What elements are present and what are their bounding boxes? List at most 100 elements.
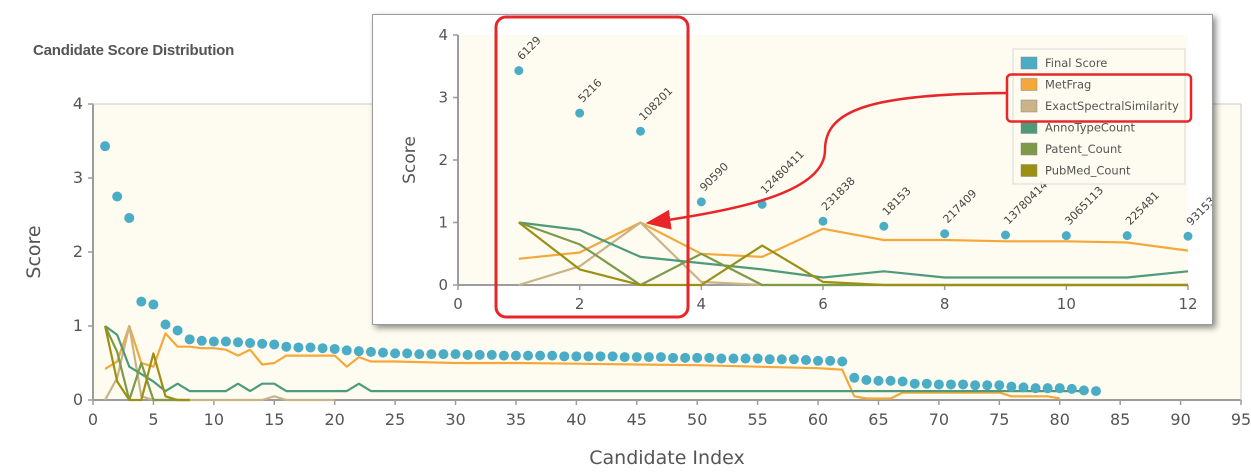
final-score-point (535, 350, 546, 361)
legend-label-final-score: Final Score (1045, 56, 1107, 70)
x-tick-label: 4 (697, 295, 707, 313)
x-tick-label: 10 (1057, 295, 1076, 313)
y-tick-label: 1 (73, 316, 83, 335)
final-score-point (788, 354, 799, 365)
final-score-point (341, 345, 352, 356)
final-score-point (365, 346, 376, 357)
x-tick-label: 5 (148, 410, 158, 429)
x-tick-label: 90 (1170, 410, 1190, 429)
legend-label-metfrag: MetFrag (1045, 78, 1091, 92)
final-score-point (873, 375, 884, 386)
final-score-point (112, 191, 123, 202)
final-score-point (757, 199, 767, 209)
final-score-point (668, 352, 679, 363)
final-score-point (837, 356, 848, 367)
y-tick-label: 4 (438, 26, 448, 44)
final-score-point (696, 197, 706, 207)
final-score-point (462, 349, 473, 360)
final-score-point (124, 212, 135, 223)
final-score-point (643, 352, 654, 363)
final-score-point (571, 351, 582, 362)
x-tick-label: 6 (818, 295, 828, 313)
legend-label-annotypecount: AnnoTypeCount (1045, 121, 1136, 135)
x-tick-label: 65 (868, 410, 888, 429)
final-score-point (575, 108, 585, 118)
final-score-point (305, 342, 316, 353)
final-score-point (450, 349, 461, 360)
final-score-point (1090, 386, 1101, 397)
x-tick-label: 40 (566, 410, 586, 429)
final-score-point (402, 348, 413, 359)
final-score-point (390, 348, 401, 359)
zoom-inset-panel: 0 1 2 3 4 0 2 4 6 8 10 12 Score 6129 5216 108201 90590 12… (372, 14, 1218, 325)
final-score-point (945, 379, 956, 390)
final-score-point (800, 355, 811, 366)
x-tick-label: 85 (1110, 410, 1130, 429)
final-score-point (426, 349, 437, 360)
final-score-point (764, 354, 775, 365)
final-score-point (655, 352, 666, 363)
final-score-point (692, 352, 703, 363)
final-score-point (438, 349, 449, 360)
x-tick-label: 45 (627, 410, 647, 429)
final-score-point (160, 319, 171, 330)
final-score-point (970, 380, 981, 391)
final-score-point (716, 353, 727, 364)
final-score-point (233, 337, 244, 348)
x-tick-label: 25 (385, 410, 405, 429)
y-tick-label: 0 (73, 390, 83, 409)
final-score-point (619, 352, 630, 363)
final-score-point (148, 299, 159, 310)
final-score-point (1042, 383, 1053, 394)
legend-swatch-annotypecount (1020, 121, 1038, 134)
final-score-point (813, 355, 824, 366)
final-score-point (607, 351, 618, 362)
final-score-point (1066, 383, 1077, 394)
legend-swatch-pubmed-count (1020, 164, 1038, 177)
final-score-point (1006, 381, 1017, 392)
final-score-point (958, 379, 969, 390)
final-score-point (172, 325, 183, 336)
final-score-point (818, 216, 828, 226)
legend-label-exactspectralsimilarity: ExactSpectralSimilarity (1045, 99, 1179, 113)
final-score-point (257, 338, 268, 349)
final-score-point (378, 347, 389, 358)
final-score-point (486, 349, 497, 360)
final-score-point (861, 375, 872, 386)
final-score-point (414, 349, 425, 360)
x-tick-label: 35 (506, 410, 526, 429)
legend-swatch-exactspectralsimilarity (1020, 99, 1038, 113)
x-tick-label: 60 (808, 410, 828, 429)
final-score-point (353, 346, 364, 357)
final-score-point (897, 376, 908, 387)
final-score-point (583, 351, 594, 362)
final-score-point (514, 66, 524, 76)
series-line-metfrag (104, 324, 1060, 400)
x-tick-label: 10 (204, 410, 224, 429)
final-score-point (680, 352, 691, 363)
x-tick-label: 70 (929, 410, 949, 429)
y-tick-label: 1 (438, 214, 448, 232)
y-tick-label: 2 (438, 151, 448, 169)
x-tick-label: 8 (940, 295, 950, 313)
final-score-point (220, 336, 231, 347)
legend-swatch-patent-count (1020, 142, 1038, 156)
final-score-point (982, 380, 993, 391)
final-score-point (921, 378, 932, 389)
final-score-point (1183, 231, 1193, 241)
final-score-point (474, 349, 485, 360)
x-tick-label: 30 (445, 410, 465, 429)
series-line-annotypecount (104, 325, 1084, 393)
final-score-point (994, 380, 1005, 391)
y-tick-label: 0 (438, 276, 448, 294)
x-tick-label: 50 (687, 410, 707, 429)
x-tick-label: 80 (1050, 410, 1070, 429)
final-score-point (909, 378, 920, 389)
x-tick-label: 0 (88, 410, 98, 429)
legend-label-pubmed-count: PubMed_Count (1045, 164, 1131, 178)
page-title: Candidate Score Distribution (33, 42, 235, 59)
x-tick-label: 12 (1178, 295, 1197, 313)
final-score-point (1078, 385, 1089, 396)
x-axis-label: Candidate Index (589, 447, 744, 469)
